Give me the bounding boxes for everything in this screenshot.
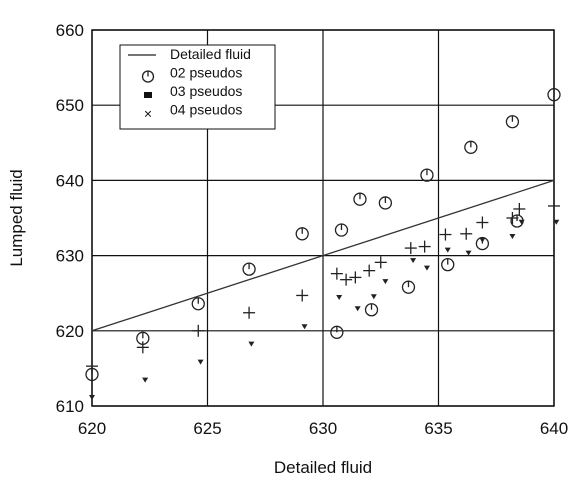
02-pseudos-point xyxy=(295,227,309,241)
02-pseudos-point xyxy=(420,168,434,182)
03-pseudos-point xyxy=(330,267,343,280)
plot-frame xyxy=(91,29,555,407)
04-pseudos-point xyxy=(509,234,516,240)
03-pseudos-point xyxy=(243,306,256,319)
x-tick-label: 625 xyxy=(193,419,221,438)
03-pseudos-point xyxy=(548,199,560,212)
detailed-fluid-line xyxy=(91,179,555,332)
legend-label: 04 pseudos xyxy=(170,102,242,118)
04-pseudos-point xyxy=(410,258,417,264)
03-pseudos-point xyxy=(296,289,309,302)
legend-swatch-02-pseudos xyxy=(141,70,155,83)
03-pseudos-point xyxy=(439,228,452,241)
x-tick-label: 635 xyxy=(424,419,452,438)
x-tick-label: 640 xyxy=(540,419,568,438)
02-pseudos-point xyxy=(401,280,416,294)
02-pseudos-point xyxy=(378,196,393,210)
04-pseudos-point xyxy=(248,341,255,347)
04-pseudos-point xyxy=(553,219,560,225)
04-pseudos-point xyxy=(336,294,343,300)
03-pseudos-point xyxy=(363,264,376,277)
03-pseudos-point xyxy=(192,324,205,337)
04-pseudos-point xyxy=(142,377,149,383)
legend-label: Detailed fluid xyxy=(170,46,251,62)
03-pseudos-point xyxy=(136,341,149,354)
02-pseudos-point xyxy=(441,257,455,272)
04-pseudos-point xyxy=(423,265,430,271)
04-pseudos-point xyxy=(89,394,95,400)
03-pseudos-point xyxy=(460,227,473,240)
04-pseudos-point xyxy=(370,294,377,300)
04-pseudos-point xyxy=(444,247,451,253)
02-pseudos-point xyxy=(364,303,379,317)
04-pseudos-point xyxy=(465,250,472,256)
series-markers xyxy=(85,88,561,400)
legend-box xyxy=(119,44,276,130)
02-pseudos-point xyxy=(242,262,256,276)
legend-swatch-03-pseudos xyxy=(144,92,152,98)
series-lines xyxy=(91,179,555,332)
x-tick-label: 630 xyxy=(309,419,337,438)
x-axis-title: Detailed fluid xyxy=(274,458,372,477)
svg-text:×: × xyxy=(144,106,152,122)
02-pseudos-point xyxy=(330,325,344,339)
02-pseudos-point xyxy=(505,115,520,129)
03-pseudos-point xyxy=(86,360,98,373)
04-pseudos-point xyxy=(479,237,486,243)
y-tick-label: 640 xyxy=(56,171,84,190)
03-pseudos-point xyxy=(340,273,353,286)
02-pseudos-point xyxy=(547,88,561,102)
y-axis-title: Lumped fluid xyxy=(7,169,26,266)
legend: Detailed fluid 02 pseudos 03 pseudos × 04 ps… xyxy=(119,44,276,130)
03-pseudos-point xyxy=(513,202,526,215)
02-pseudos-point xyxy=(353,192,367,206)
tick-labels: 620 625 630 635 640 610 620 630 640 650 660 xyxy=(56,21,569,438)
02-pseudos-point xyxy=(464,140,478,154)
x-tick-label: 620 xyxy=(78,419,106,438)
03-pseudos-point xyxy=(476,216,489,229)
y-tick-label: 660 xyxy=(56,21,84,40)
04-pseudos-point xyxy=(518,219,525,225)
02-pseudos-point xyxy=(334,223,349,237)
y-tick-label: 620 xyxy=(56,322,84,341)
04-pseudos-point xyxy=(354,306,361,312)
y-tick-label: 630 xyxy=(56,247,84,266)
03-pseudos-point xyxy=(418,240,431,253)
legend-swatch-04-pseudos: × xyxy=(144,106,152,122)
04-pseudos-point xyxy=(382,279,389,285)
legend-label: 03 pseudos xyxy=(170,83,242,99)
y-tick-label: 650 xyxy=(56,96,84,115)
04-pseudos-point xyxy=(301,324,308,330)
y-tick-label: 610 xyxy=(56,397,84,416)
03-pseudos-point xyxy=(349,271,362,284)
02-pseudos-point xyxy=(191,297,205,311)
03-pseudos-point xyxy=(404,242,417,255)
03-pseudos-point xyxy=(374,256,387,269)
03-pseudos-point xyxy=(506,212,519,224)
04-pseudos-point xyxy=(197,359,204,365)
legend-label: 02 pseudos xyxy=(170,65,242,81)
